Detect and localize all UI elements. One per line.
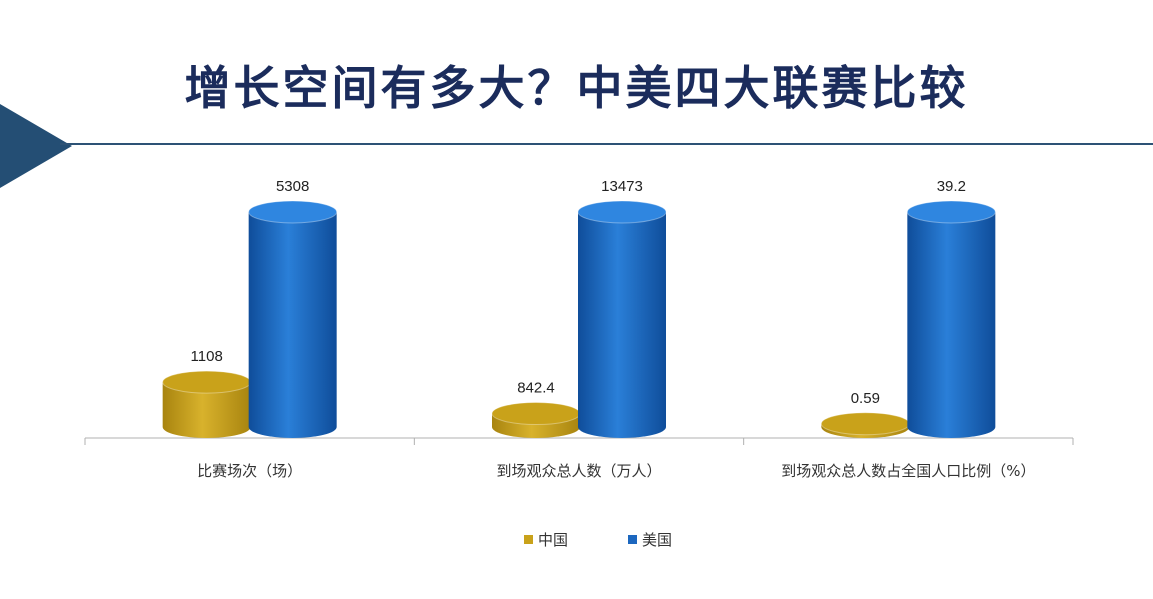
- china-value-label-1: 1108: [191, 348, 223, 365]
- legend-swatch-china: [524, 535, 533, 544]
- china-bar-2: [491, 402, 581, 438]
- usa-bar-2: [577, 200, 667, 438]
- china-bar-1: [162, 370, 252, 439]
- usa-value-label-2: 13473: [601, 178, 643, 195]
- title-divider: [60, 143, 1153, 145]
- china-value-label-3: 0.59: [851, 390, 880, 407]
- category-label-1: 比赛场次（场）: [197, 462, 302, 480]
- legend-swatch-usa: [628, 535, 637, 544]
- usa-bar-3: [906, 200, 996, 439]
- usa-value-label-1: 5308: [276, 178, 309, 195]
- legend-label-china: 中国: [538, 531, 568, 549]
- legend-label-usa: 美国: [642, 531, 672, 549]
- category-label-3: 到场观众总人数占全国人口比例（%）: [781, 462, 1035, 480]
- usa-bar-1: [248, 200, 338, 438]
- decorative-arrow: [0, 104, 72, 188]
- usa-value-label-3: 39.2: [937, 178, 966, 195]
- category-label-2: 到场观众总人数（万人）: [496, 462, 661, 480]
- china-bar-3: [820, 412, 910, 439]
- china-value-label-2: 842.4: [517, 380, 555, 397]
- page-title: 增长空间有多大？中美四大联赛比较: [184, 61, 969, 115]
